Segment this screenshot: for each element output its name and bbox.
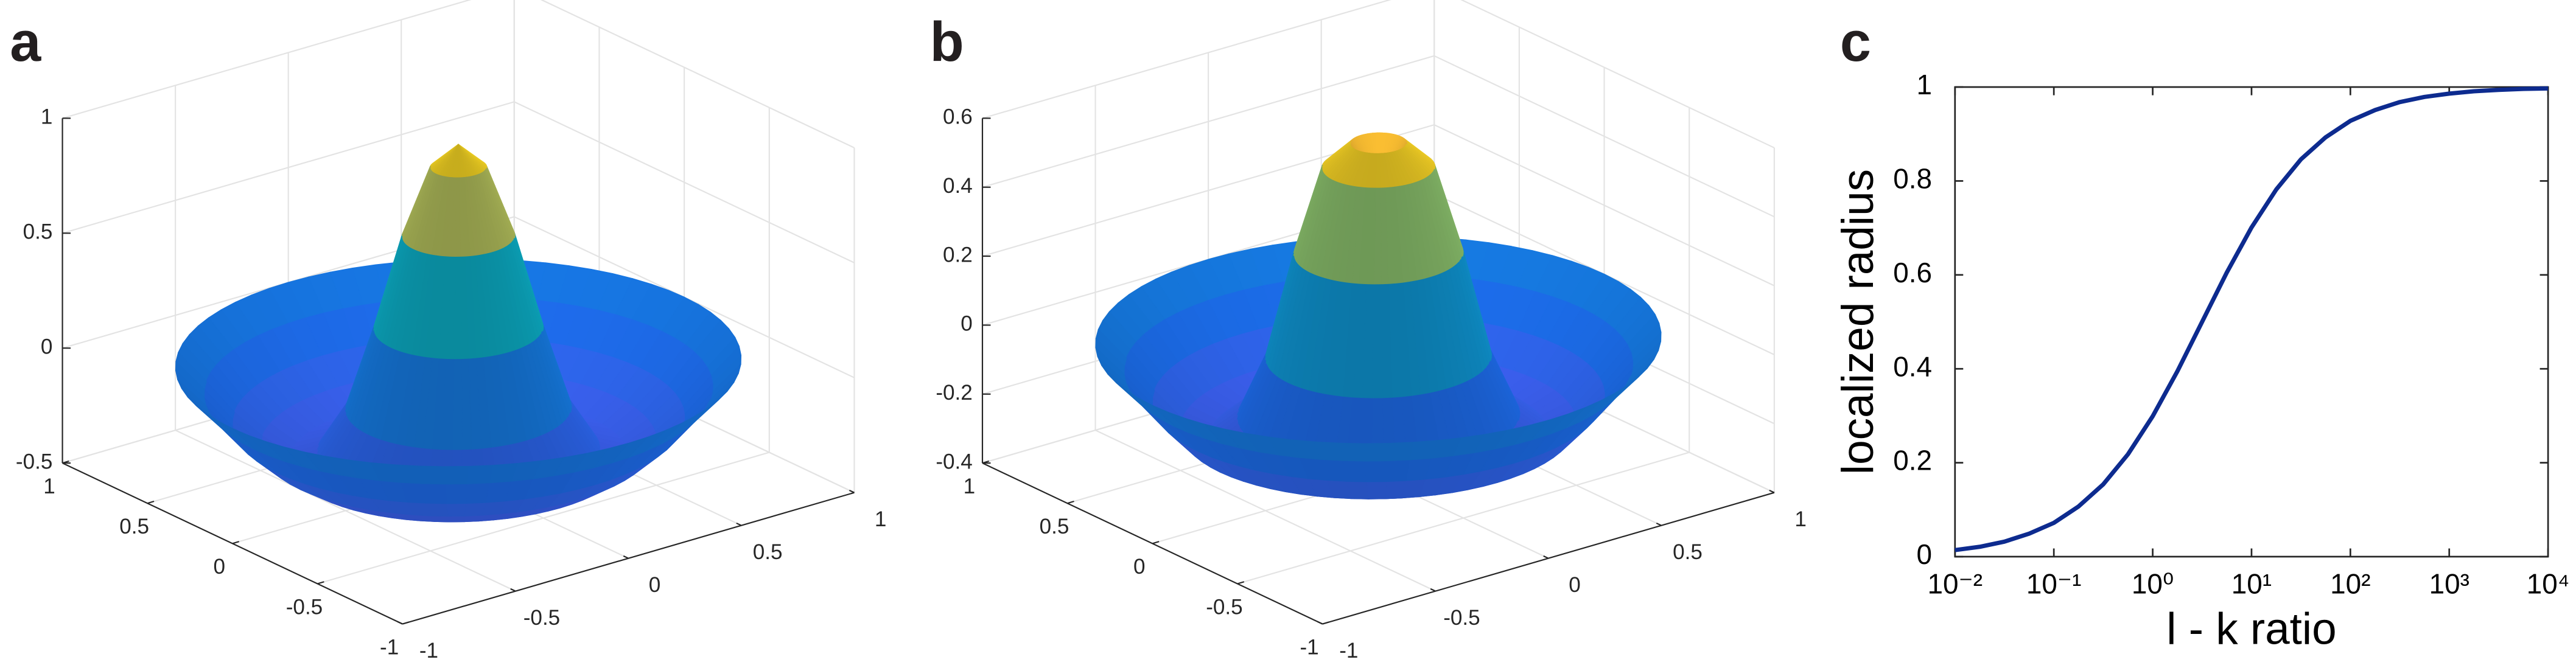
y-tick [1317, 621, 1323, 625]
panel-label: a [10, 11, 41, 73]
x-tick [1237, 581, 1245, 585]
panel-label: b [930, 11, 964, 73]
x-tick [62, 460, 69, 464]
grid-line [1095, 430, 1436, 592]
surface-patch [446, 503, 467, 517]
x-tick-label: 10⁻² [1928, 568, 1983, 600]
x-tick [1152, 541, 1160, 544]
y-tick [397, 621, 403, 625]
surface [1095, 132, 1662, 499]
x-tick [402, 621, 410, 625]
z-tick-label: -0.4 [936, 450, 972, 473]
surface-patch [465, 482, 490, 504]
y-tick [623, 555, 629, 559]
y-tick [849, 489, 855, 493]
x-tick-label: 10² [2330, 568, 2370, 600]
z-tick-label: 0 [41, 335, 53, 358]
x-tick-label: 0 [1133, 555, 1146, 579]
y-tick-label: -1 [419, 639, 438, 663]
y-tick-label: -0.5 [1443, 606, 1480, 630]
y-tick [510, 588, 516, 592]
surface-patch [1314, 441, 1343, 461]
y-tick-label: -0.5 [523, 606, 560, 630]
y-axis-label: localized radius [1833, 169, 1883, 475]
y-tick-label: 0.6 [1893, 257, 1932, 288]
surface-patch [394, 464, 424, 484]
z-tick-label: 1 [41, 105, 53, 129]
x-tick-label: -0.5 [1206, 595, 1242, 619]
y-axis [402, 492, 855, 625]
y-tick-label: 1 [1916, 69, 1932, 100]
surface-patch [466, 465, 494, 484]
x-tick [317, 581, 324, 585]
y-tick-label: 0.5 [1673, 540, 1703, 564]
y-tick-label: 0 [1916, 538, 1932, 570]
grid-line [175, 430, 516, 592]
surface-patch [1384, 480, 1407, 499]
y-tick-label: -1 [1339, 639, 1358, 663]
surface-patch [1386, 442, 1413, 462]
z-tick-label: 0.4 [943, 174, 973, 198]
x-tick-label: 1 [43, 475, 55, 498]
x-tick-label: 0 [214, 555, 226, 579]
z-tick-label: -0.5 [16, 450, 52, 473]
surface-patch [1363, 443, 1389, 462]
y-tick-label: 1 [1794, 507, 1807, 531]
panel-label: c [1840, 11, 1871, 73]
x-tick-label: 1 [964, 475, 976, 498]
y-tick [1543, 555, 1549, 559]
surface-patch [444, 483, 468, 504]
x-tick-label: -1 [380, 635, 399, 659]
surface [175, 144, 742, 523]
x-tick-label: 0.5 [119, 515, 149, 538]
z-tick-label: 0.5 [23, 220, 53, 244]
y-tick-label: 1 [875, 507, 887, 531]
surface-patch [443, 465, 469, 485]
surface-patch [1365, 481, 1387, 499]
x-tick-label: 10³ [2429, 568, 2469, 600]
x-tick-label: -1 [1300, 635, 1318, 659]
plot-frame [1954, 86, 2549, 558]
x-tick [232, 541, 240, 544]
surface-patch [464, 501, 486, 517]
x-tick [1322, 621, 1329, 625]
surface-patch [1364, 460, 1388, 482]
z-tick-label: -0.2 [936, 381, 972, 405]
y-tick [736, 522, 742, 526]
y-tick [1769, 489, 1775, 493]
x-tick-label: 10⁴ [2527, 568, 2570, 600]
y-tick-label: 0.2 [1893, 445, 1932, 476]
y-tick-label: 0 [1569, 573, 1581, 597]
data-line [1955, 86, 2549, 552]
x-tick-label: -0.5 [286, 595, 323, 619]
x-tick [147, 500, 155, 504]
z-tick-label: 0.6 [943, 105, 973, 129]
z-tick-label: 0.2 [943, 243, 973, 266]
z-tick-label: 0 [961, 312, 973, 336]
x-tick-label: 10¹ [2231, 568, 2272, 600]
y-tick [1656, 522, 1662, 526]
y-tick-label: 0.5 [753, 540, 783, 564]
surface-patch [1385, 459, 1410, 482]
x-tick-label: 10⁰ [2132, 568, 2174, 600]
x-tick-label: 10⁻¹ [2026, 568, 2082, 600]
x-tick [982, 460, 990, 464]
y-tick-label: 0.8 [1893, 163, 1932, 195]
y-tick-label: 0 [649, 573, 661, 597]
x-axis-label: l - k ratio [2166, 604, 2336, 653]
surface-patch [447, 515, 466, 523]
x-tick [1067, 500, 1074, 504]
y-tick-label: 0.4 [1893, 350, 1932, 382]
y-tick [1430, 588, 1436, 592]
x-tick-label: 0.5 [1040, 515, 1069, 538]
